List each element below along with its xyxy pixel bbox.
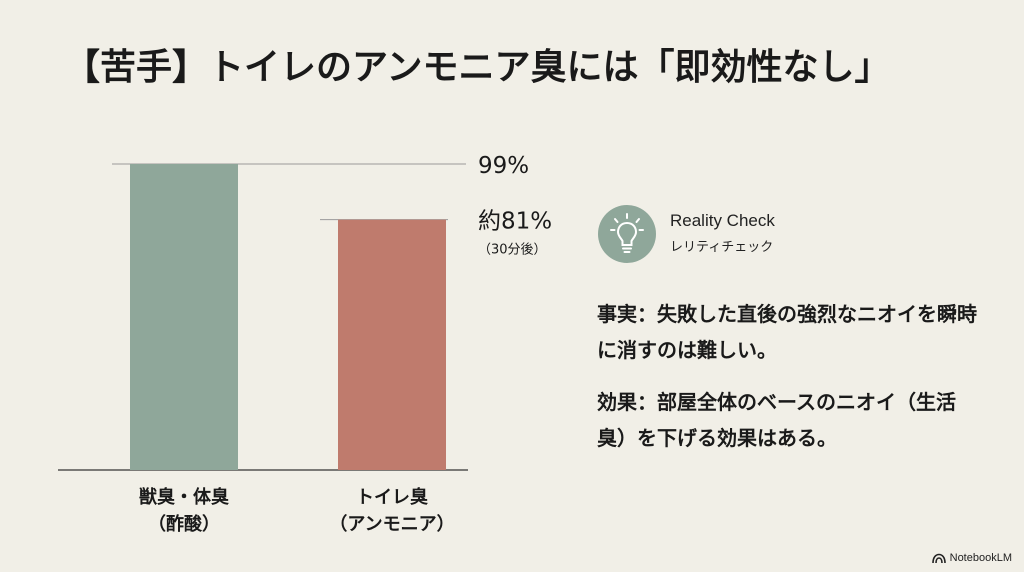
category-label: トイレ臭 [356, 486, 428, 508]
category-label: （酢酸） [148, 513, 220, 535]
bar-value-note: （30分後） [478, 243, 547, 258]
brand-label: NotebookLM [949, 552, 1012, 564]
notebooklm-logo-icon [931, 553, 946, 563]
bar [338, 219, 446, 470]
lightbulb-icon [598, 205, 656, 263]
bar-value-label: 約81% [478, 209, 552, 235]
page-title: 【苦手】トイレのアンモニア臭には「即効性なし」 [64, 47, 891, 88]
category-label: 獣臭・体臭 [139, 486, 229, 508]
bar-value-label: 99% [478, 153, 529, 179]
brand-badge: NotebookLM [931, 552, 1012, 564]
category-label: （アンモニア） [329, 514, 454, 535]
effect-text: 効果：部屋全体のベースのニオイ（生活臭）を下げる効果はある。 [597, 390, 956, 450]
bar [130, 164, 238, 470]
fact-text: 事実：失敗した直後の強烈なニオイを瞬時に消すのは難しい。 [597, 302, 977, 362]
callout-subtitle: レリティチェック [670, 240, 774, 255]
callout-title: Reality Check [670, 211, 775, 230]
